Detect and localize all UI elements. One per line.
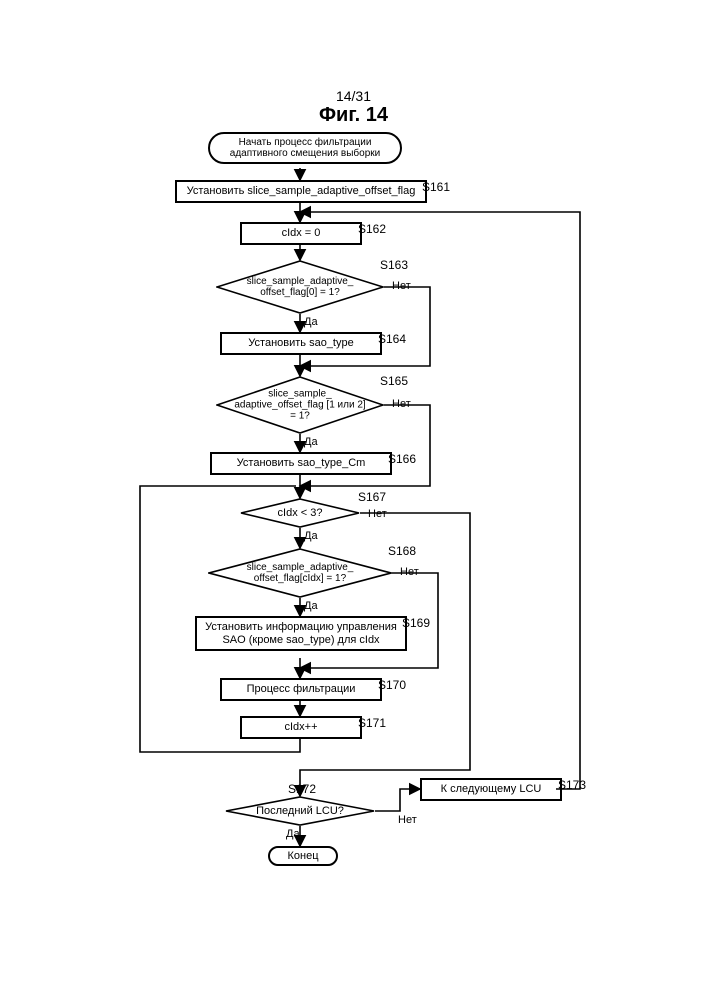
start-terminator: Начать процесс фильтрации адаптивного см… bbox=[208, 132, 402, 164]
label-s166: S166 bbox=[388, 452, 416, 466]
label-s164: S164 bbox=[378, 332, 406, 346]
no-s168: Нет bbox=[400, 566, 419, 578]
process-s169: Установить информацию управления SAO (кр… bbox=[195, 616, 407, 651]
label-s167: S167 bbox=[358, 490, 386, 504]
no-s165: Нет bbox=[392, 398, 411, 410]
yes-s167: Да bbox=[304, 530, 318, 542]
yes-s163: Да bbox=[304, 316, 318, 328]
decision-s172: Последний LCU? bbox=[225, 796, 375, 826]
flowchart-container: 14/31 Фиг. 14 Начать процесс фильтрации … bbox=[0, 0, 707, 1000]
decision-s163-text: slice_sample_adaptive_ offset_flag[0] = … bbox=[233, 276, 367, 298]
process-s170: Процесс фильтрации bbox=[220, 678, 382, 701]
decision-s167-text: cIdx < 3? bbox=[252, 507, 348, 519]
figure-title: Фиг. 14 bbox=[0, 104, 707, 127]
label-s171: S171 bbox=[358, 716, 386, 730]
process-s166: Установить sao_type_Cm bbox=[210, 452, 392, 475]
process-s173: К следующему LCU bbox=[420, 778, 562, 801]
label-s165: S165 bbox=[380, 374, 408, 388]
no-s167: Нет bbox=[368, 508, 387, 520]
no-s163: Нет bbox=[392, 280, 411, 292]
label-s170: S170 bbox=[378, 678, 406, 692]
process-s164: Установить sao_type bbox=[220, 332, 382, 355]
decision-s168-text: slice_sample_adaptive_ offset_flag[cIdx]… bbox=[226, 562, 373, 584]
label-s172: S172 bbox=[288, 782, 316, 796]
page-number: 14/31 bbox=[0, 88, 707, 104]
label-s173: S173 bbox=[558, 778, 586, 792]
no-s172: Нет bbox=[398, 814, 417, 826]
process-s171: cIdx++ bbox=[240, 716, 362, 739]
decision-s163: slice_sample_adaptive_ offset_flag[0] = … bbox=[216, 260, 384, 314]
process-s162: cIdx = 0 bbox=[240, 222, 362, 245]
yes-s165: Да bbox=[304, 436, 318, 448]
label-s169: S169 bbox=[402, 616, 430, 630]
decision-s172-text: Последний LCU? bbox=[240, 805, 360, 817]
end-terminator: Конец bbox=[268, 846, 338, 866]
decision-s168: slice_sample_adaptive_ offset_flag[cIdx]… bbox=[208, 548, 392, 598]
label-s162: S162 bbox=[358, 222, 386, 236]
process-s161: Установить slice_sample_adaptive_offset_… bbox=[175, 180, 427, 203]
label-s163: S163 bbox=[380, 258, 408, 272]
yes-s168: Да bbox=[304, 600, 318, 612]
label-s168: S168 bbox=[388, 544, 416, 558]
decision-s165-text: slice_sample_ adaptive_offset_flag [1 ил… bbox=[233, 389, 367, 422]
decision-s167: cIdx < 3? bbox=[240, 498, 360, 528]
label-s161: S161 bbox=[422, 180, 450, 194]
yes-s172: Да bbox=[286, 828, 300, 840]
decision-s165: slice_sample_ adaptive_offset_flag [1 ил… bbox=[216, 376, 384, 434]
